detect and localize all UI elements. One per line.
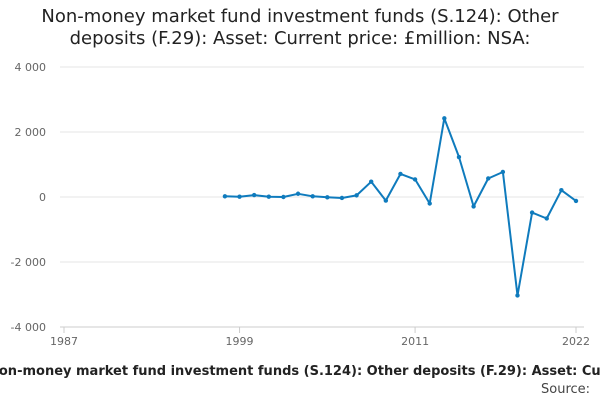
y-tick-label: -2 000: [11, 256, 46, 269]
data-point: [412, 177, 418, 182]
series-line: [224, 117, 577, 297]
data-point: [354, 193, 359, 198]
data-point: [427, 201, 432, 206]
x-tick-label: 1999: [226, 335, 254, 348]
data-point: [237, 194, 242, 199]
data-point: [456, 154, 462, 160]
data-point: [573, 198, 579, 204]
data-point: [442, 116, 447, 121]
y-tick-label: 4 000: [15, 61, 47, 74]
y-tick-label: 0: [39, 191, 46, 204]
data-point: [281, 194, 286, 200]
data-point: [222, 194, 228, 199]
chart-title: Non-money market fund investment funds (…: [0, 6, 600, 50]
chart-title-line-2: deposits (F.29): Asset: Current price: £…: [69, 28, 531, 49]
data-point: [544, 216, 549, 221]
data-point: [251, 192, 257, 198]
legend: Non-money market fund investment funds (…: [0, 364, 600, 382]
data-point: [383, 198, 389, 203]
series-layer: [222, 116, 579, 298]
data-point: [515, 293, 520, 298]
data-point: [325, 195, 330, 200]
data-point: [500, 169, 506, 175]
source-label: Source:: [541, 382, 591, 397]
y-tick-label: 2 000: [15, 126, 47, 139]
tick-labels: 4 000 2 000 0 -2 000 -4 000 1987 1999 2011 2022: [11, 61, 590, 348]
chart-title-line-1: Non-money market fund investment funds (…: [41, 6, 559, 27]
data-point: [398, 171, 403, 177]
data-point: [529, 210, 535, 215]
axes: [60, 326, 584, 333]
x-tick-label: 2022: [562, 335, 590, 348]
data-point: [471, 204, 476, 209]
data-point: [369, 179, 374, 184]
data-point: [310, 194, 315, 199]
data-point: [486, 176, 491, 181]
x-tick-label: 1987: [50, 335, 78, 348]
data-point: [339, 195, 345, 201]
data-point: [295, 191, 301, 196]
x-tick-label: 2011: [401, 335, 429, 348]
legend-series-label: Non-money market fund investment funds (…: [0, 364, 600, 379]
data-point: [266, 194, 271, 199]
data-point: [559, 187, 564, 193]
y-tick-label: -4 000: [11, 321, 46, 334]
